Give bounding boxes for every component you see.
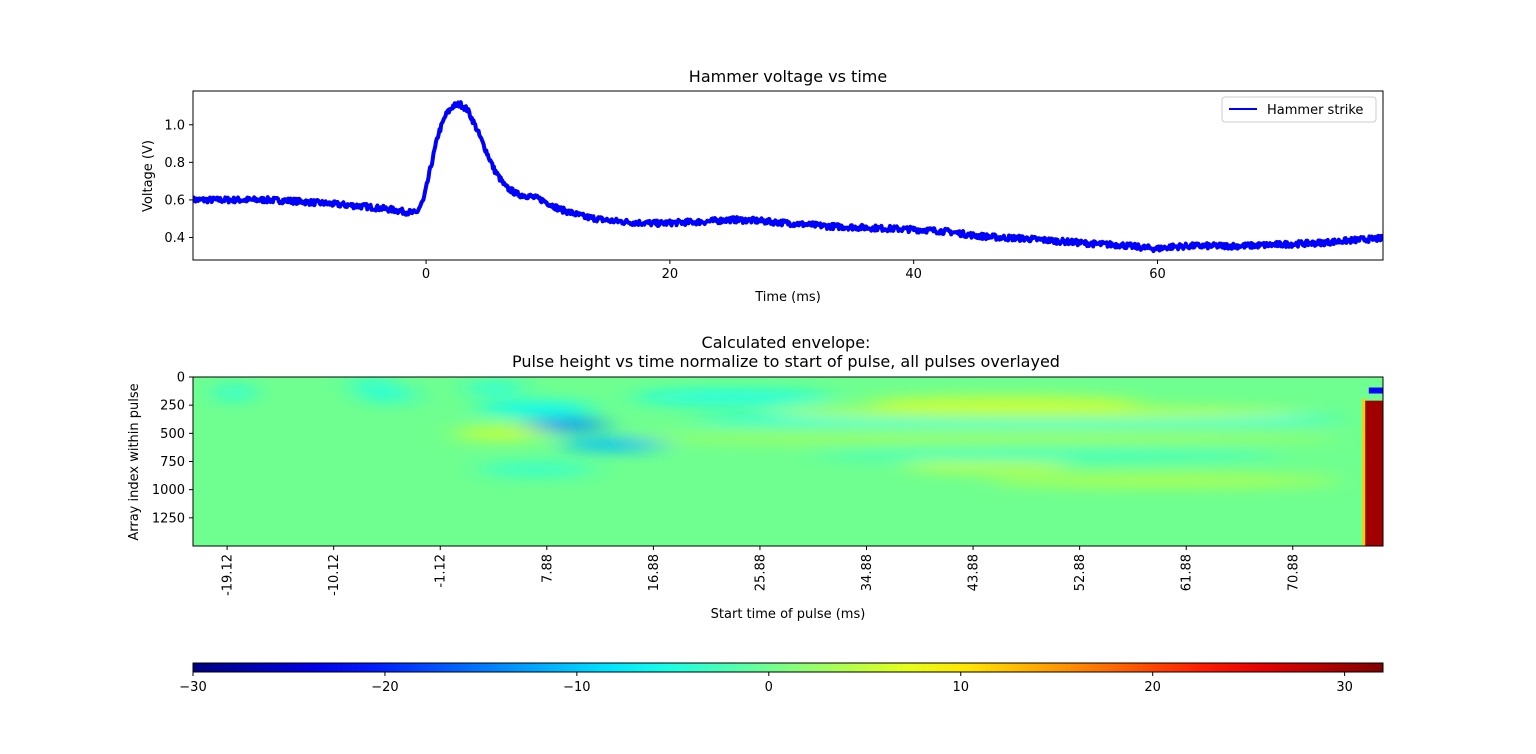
voltage-y-tick-label: 1.0: [164, 118, 185, 133]
heatmap-x-tick-label: 16.88: [647, 554, 662, 591]
heatmap-x-axis-label: Start time of pulse (ms): [711, 607, 866, 622]
colorbar-tick-label: 30: [1336, 680, 1353, 695]
heatmap-band: [524, 417, 608, 432]
heatmap-background: [193, 377, 1383, 546]
voltage-chart: Hammer voltage vs time 0 20 40 60 0.4 0.6 0.8…: [141, 67, 1384, 305]
heatmap-y-tick-label: 250: [160, 399, 185, 414]
heatmap-y-tick-label: 500: [160, 427, 185, 442]
heatmap-x-tick-label: -10.12: [327, 554, 342, 596]
voltage-y-tick-label: 0.6: [164, 193, 185, 208]
heatmap-y-tick-label: 750: [160, 455, 185, 470]
voltage-y-ticks: 0.4 0.6 0.8 1.0: [164, 118, 193, 246]
heatmap-bands: [216, 377, 1342, 488]
heatmap-band: [773, 406, 1307, 421]
heatmap-y-ticks: 0 250 500 750 1000 1250: [152, 371, 193, 526]
heatmap-x-tick-label: 61.88: [1180, 554, 1195, 591]
heatmap-y-tick-label: 1000: [152, 483, 185, 498]
heatmap-band: [808, 447, 1283, 462]
voltage-y-axis-label: Voltage (V): [141, 140, 156, 212]
voltage-x-tick-label: 20: [662, 267, 679, 282]
heatmap-band: [631, 390, 833, 405]
heatmap-x-tick-label: 70.88: [1286, 554, 1301, 591]
voltage-plot-frame: [192, 90, 1384, 261]
heatmap-x-tick-label: 52.88: [1073, 554, 1088, 591]
voltage-legend: Hammer strike: [1221, 96, 1377, 123]
colorbar-ticks: −30 −20 −10 0 10 20 30: [179, 672, 1353, 695]
colorbar-tick-label: −30: [179, 680, 206, 695]
colorbar-tick-label: 0: [765, 680, 773, 695]
heatmap-y-tick-label: 1250: [152, 511, 185, 526]
heatmap-band: [560, 437, 667, 452]
voltage-x-tick-label: 40: [905, 267, 922, 282]
saturated-edge: [1362, 398, 1366, 546]
heatmap-band: [465, 381, 525, 396]
heatmap-x-tick-label: -19.12: [221, 554, 236, 596]
heatmap-band: [453, 426, 549, 441]
heatmap-x-tick-label: 43.88: [967, 554, 982, 591]
heatmap-x-ticks: -19.12 -10.12 -1.12 7.88 16.88 25.88 34.88 43.8…: [221, 546, 1301, 596]
voltage-x-ticks: 0 20 40 60: [422, 260, 1166, 282]
colorbar-tick-label: −10: [563, 680, 590, 695]
negative-spot: [1368, 387, 1383, 394]
heatmap-x-tick-label: -1.12: [434, 554, 449, 588]
heatmap-x-tick-label: 34.88: [860, 554, 875, 591]
heatmap-y-tick-label: 0: [177, 371, 185, 386]
voltage-chart-title: Hammer voltage vs time: [689, 67, 887, 86]
legend-label: Hammer strike: [1267, 103, 1363, 118]
colorbar-tick-label: −20: [371, 680, 398, 695]
colorbar: −30 −20 −10 0 10 20 30: [179, 662, 1384, 695]
colorbar-tick-label: 10: [952, 680, 969, 695]
voltage-x-tick-label: 0: [422, 267, 430, 282]
heatmap-band: [477, 462, 596, 477]
heatmap-band: [631, 430, 1342, 445]
colorbar-gradient: [192, 662, 1384, 673]
saturated-block: [1365, 400, 1383, 546]
heatmap-band: [477, 401, 596, 416]
colorbar-tick-label: 20: [1144, 680, 1161, 695]
heatmap-band: [216, 385, 253, 400]
envelope-heatmap: Calculated envelope: Pulse height vs time…: [127, 333, 1384, 622]
voltage-series: [193, 100, 1383, 254]
heatmap-x-tick-label: 7.88: [540, 554, 555, 583]
heatmap-band: [346, 377, 395, 391]
heatmap-y-axis-label: Array index within pulse: [127, 383, 142, 540]
voltage-line: [193, 100, 1383, 254]
voltage-y-tick-label: 0.8: [164, 156, 185, 171]
heatmap-band: [986, 473, 1342, 488]
heatmap-title: Calculated envelope: Pulse height vs time…: [512, 333, 1060, 371]
heatmap-band: [358, 388, 418, 403]
heatmap-x-tick-label: 25.88: [753, 554, 768, 591]
heatmap-band: [903, 459, 1070, 474]
voltage-x-axis-label: Time (ms): [754, 290, 821, 305]
voltage-x-tick-label: 60: [1149, 267, 1166, 282]
voltage-y-tick-label: 0.4: [164, 231, 185, 246]
heatmap-saturated-region: [1362, 387, 1383, 546]
legend-frame: [1221, 96, 1377, 123]
